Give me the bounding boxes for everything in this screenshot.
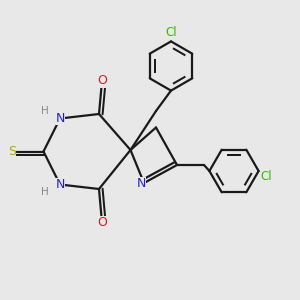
Text: N: N [55,112,65,125]
Text: H: H [40,106,48,116]
Text: O: O [97,216,107,229]
Text: H: H [40,187,48,197]
Text: N: N [55,178,65,191]
Text: O: O [97,74,107,88]
Text: N: N [137,177,146,190]
Text: S: S [8,145,16,158]
Text: Cl: Cl [165,26,177,39]
Text: Cl: Cl [260,170,272,184]
